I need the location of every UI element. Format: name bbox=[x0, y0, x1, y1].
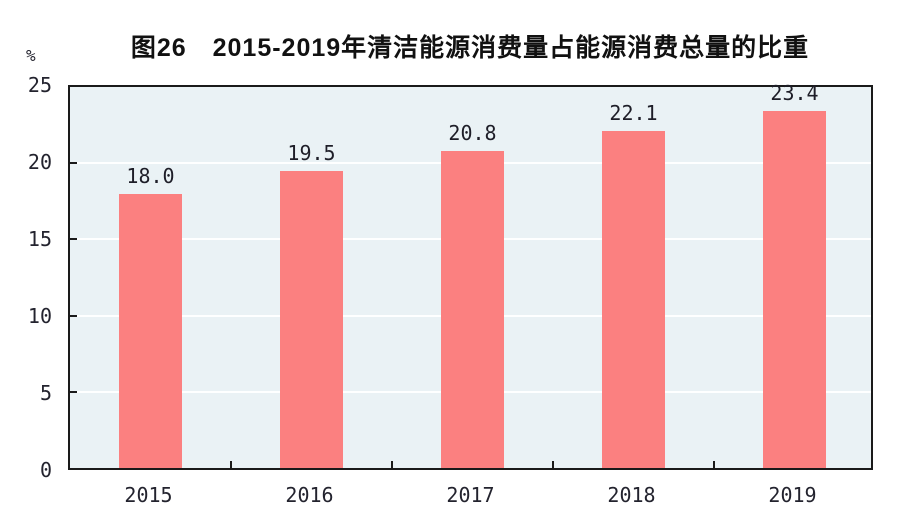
y-tick-label-10: 10 bbox=[27, 304, 52, 328]
y-axis-tick-10 bbox=[70, 314, 77, 317]
bar-2019 bbox=[763, 111, 826, 468]
y-axis-tick-20 bbox=[70, 162, 77, 165]
plot-area: 18.0 19.5 20.8 22.1 23.4 bbox=[68, 81, 873, 470]
y-tick-label-20: 20 bbox=[27, 150, 52, 174]
y-axis-tick-5 bbox=[70, 390, 77, 393]
bar-2016 bbox=[280, 170, 343, 468]
bar-value-label-2018: 22.1 bbox=[609, 101, 658, 126]
x-axis-tick-2 bbox=[391, 461, 393, 468]
x-tick-label-2016: 2016 bbox=[285, 483, 334, 507]
bar-value-label-2015: 18.0 bbox=[126, 163, 175, 188]
bar-2015 bbox=[119, 193, 182, 468]
y-tick-label-5: 5 bbox=[39, 381, 52, 405]
y-tick-label-15: 15 bbox=[27, 227, 52, 251]
chart-title: 图26 2015-2019年清洁能源消费量占能源消费总量的比重 bbox=[130, 34, 810, 62]
y-axis-unit-label: % bbox=[26, 46, 36, 65]
bar-value-label-2017: 20.8 bbox=[448, 121, 497, 146]
y-tick-label-0: 0 bbox=[39, 458, 52, 482]
x-axis-tick-3 bbox=[552, 461, 554, 468]
x-axis-tick-1 bbox=[230, 461, 232, 468]
x-axis-tick-4 bbox=[713, 461, 715, 468]
x-tick-label-2019: 2019 bbox=[768, 483, 817, 507]
x-tick-label-2017: 2017 bbox=[446, 483, 495, 507]
bar-2017 bbox=[441, 151, 504, 468]
y-tick-label-25: 25 bbox=[27, 73, 52, 97]
y-axis-tick-15 bbox=[70, 238, 77, 241]
x-tick-label-2015: 2015 bbox=[124, 483, 173, 507]
x-tick-label-2018: 2018 bbox=[607, 483, 656, 507]
bar-value-label-2016: 19.5 bbox=[287, 140, 336, 165]
bar-value-label-2019: 23.4 bbox=[770, 81, 819, 106]
bar-2018 bbox=[602, 131, 665, 468]
